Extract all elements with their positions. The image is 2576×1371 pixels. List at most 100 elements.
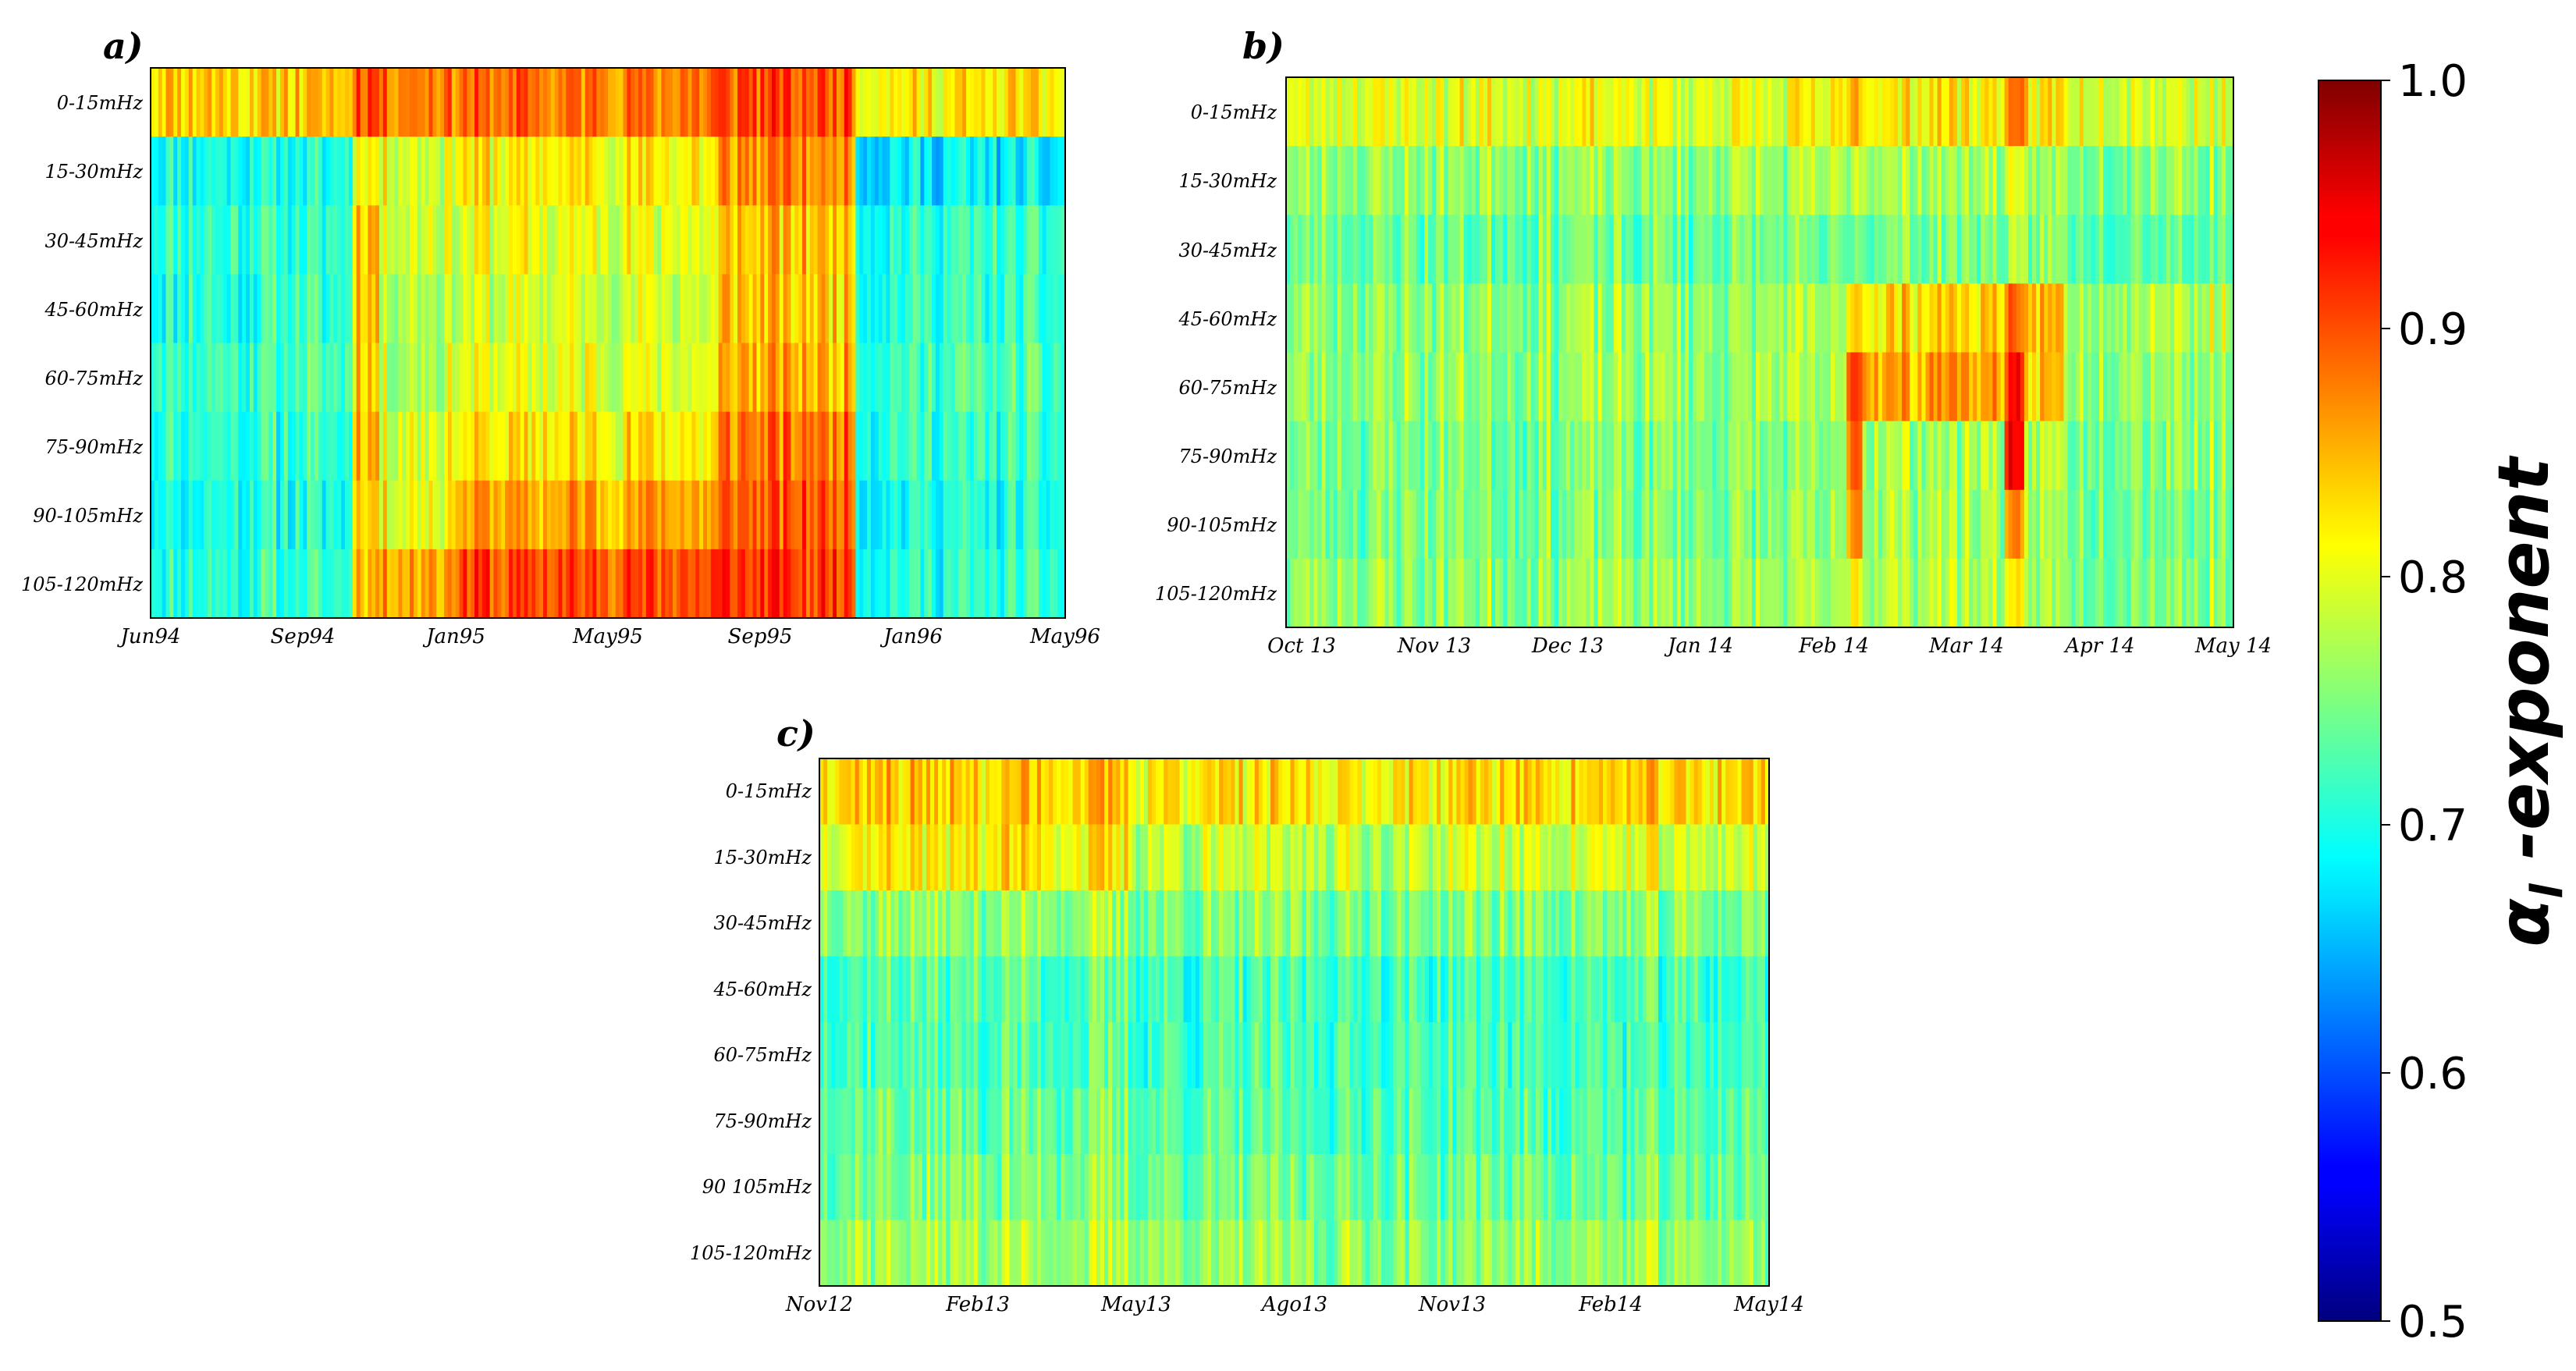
heatmap-cell	[1491, 421, 1496, 491]
heatmap-cell	[1424, 489, 1429, 559]
heatmap-cell	[1235, 758, 1240, 826]
heatmap-cell	[843, 1220, 848, 1287]
heatmap-cell	[1380, 215, 1386, 284]
heatmap-cell	[1503, 489, 1508, 559]
heatmap-cell	[1760, 558, 1764, 628]
heatmap-cell	[1850, 146, 1855, 215]
panel-b-xticks: Oct 13 Nov 13 Dec 13 Jan 14 Feb 14 Mar 1…	[1267, 634, 2272, 658]
heatmap-cell	[1321, 558, 1327, 628]
heatmap-cell	[558, 137, 563, 206]
heatmap-cell	[1448, 215, 1453, 284]
heatmap-cell	[961, 1220, 967, 1287]
heatmap-cell	[688, 343, 693, 413]
heatmap-cell	[1562, 283, 1567, 353]
heatmap-cell	[2205, 146, 2211, 215]
heatmap-cell	[1365, 558, 1370, 628]
heatmap-cell	[509, 68, 513, 137]
heatmap-cell	[2052, 283, 2056, 353]
heatmap-cell	[1448, 489, 1453, 559]
heatmap-cell	[1211, 758, 1216, 826]
heatmap-cell	[1419, 558, 1425, 628]
heatmap-cell	[1523, 558, 1528, 628]
heatmap-cell	[1633, 215, 1638, 284]
heatmap-cell	[1858, 283, 1864, 353]
heatmap-cell	[428, 343, 433, 413]
heatmap-cell	[1436, 489, 1441, 559]
heatmap-cell	[1984, 146, 1989, 215]
heatmap-cell	[352, 68, 357, 137]
heatmap-cell	[939, 274, 944, 344]
heatmap-cell	[173, 68, 178, 137]
heatmap-cell	[938, 1022, 943, 1089]
heatmap-cell	[718, 68, 723, 137]
heatmap-cell	[1764, 146, 1768, 215]
heatmap-cell	[402, 137, 407, 206]
heatmap-cell	[993, 205, 997, 275]
heatmap-cell	[1566, 146, 1571, 215]
heatmap-cell	[863, 411, 868, 481]
heatmap-cell	[375, 205, 380, 275]
heatmap-cell	[459, 549, 464, 619]
heatmap-cell	[1771, 421, 1776, 491]
heatmap-cell	[1791, 283, 1796, 353]
heatmap-cell	[2027, 77, 2033, 147]
heatmap-cell	[699, 205, 704, 275]
heatmap-cell	[870, 890, 876, 957]
heatmap-cell	[1313, 956, 1319, 1023]
heatmap-cell	[516, 68, 521, 137]
heatmap-cell	[2020, 489, 2025, 559]
heatmap-cell	[1254, 824, 1260, 891]
heatmap-cell	[272, 343, 277, 413]
heatmap-cell	[1171, 1220, 1176, 1287]
heatmap-cell	[954, 549, 959, 619]
heatmap-cell	[1313, 283, 1319, 353]
heatmap-cell	[1590, 77, 1595, 147]
heatmap-cell	[878, 68, 883, 137]
heatmap-cell	[847, 758, 852, 826]
heatmap-cell	[1515, 558, 1520, 628]
heatmap-cell	[2150, 77, 2155, 147]
heatmap-cell	[1057, 824, 1061, 891]
heatmap-cell	[835, 1154, 840, 1221]
heatmap-cell	[902, 890, 908, 957]
heatmap-cell	[1881, 352, 1887, 422]
heatmap-cell	[2055, 283, 2061, 353]
heatmap-cell	[1250, 890, 1256, 957]
heatmap-cell	[1199, 1220, 1204, 1287]
heatmap-cell	[855, 137, 860, 206]
heatmap-cell	[1463, 421, 1469, 491]
heatmap-cell	[1708, 215, 1713, 284]
heatmap-cell	[1164, 758, 1168, 826]
heatmap-cell	[1814, 283, 1820, 353]
heatmap-cell	[1313, 421, 1319, 491]
heatmap-cell	[1352, 283, 1358, 353]
heatmap-cell	[1601, 283, 1607, 353]
heatmap-cell	[2023, 283, 2029, 353]
heatmap-cell	[859, 274, 864, 344]
heatmap-cell	[1227, 956, 1231, 1023]
heatmap-cell	[901, 68, 906, 137]
heatmap-cell	[1626, 558, 1630, 628]
heatmap-cell	[1057, 68, 1062, 137]
heatmap-cell	[268, 68, 273, 137]
heatmap-cell	[325, 549, 331, 619]
heatmap-cell	[840, 549, 845, 619]
heatmap-cell	[1009, 1154, 1014, 1221]
heatmap-cell	[1164, 1022, 1168, 1089]
heatmap-cell	[1361, 215, 1366, 284]
heatmap-cell	[2027, 558, 2033, 628]
panel-a-row-label: 75-90mHz	[44, 436, 143, 458]
heatmap-cell	[2138, 77, 2144, 147]
heatmap-cell	[898, 890, 904, 957]
heatmap-cell	[886, 274, 890, 344]
heatmap-cell	[1960, 283, 1966, 353]
heatmap-cell	[805, 411, 811, 481]
heatmap-cell	[2166, 146, 2171, 215]
heatmap-cell	[512, 411, 517, 481]
heatmap-cell	[1242, 1088, 1248, 1155]
heatmap-cell	[1404, 77, 1409, 147]
heatmap-cell	[1215, 890, 1220, 957]
heatmap-cell	[1697, 77, 1701, 147]
heatmap-cell	[977, 137, 982, 206]
heatmap-cell	[771, 274, 776, 344]
